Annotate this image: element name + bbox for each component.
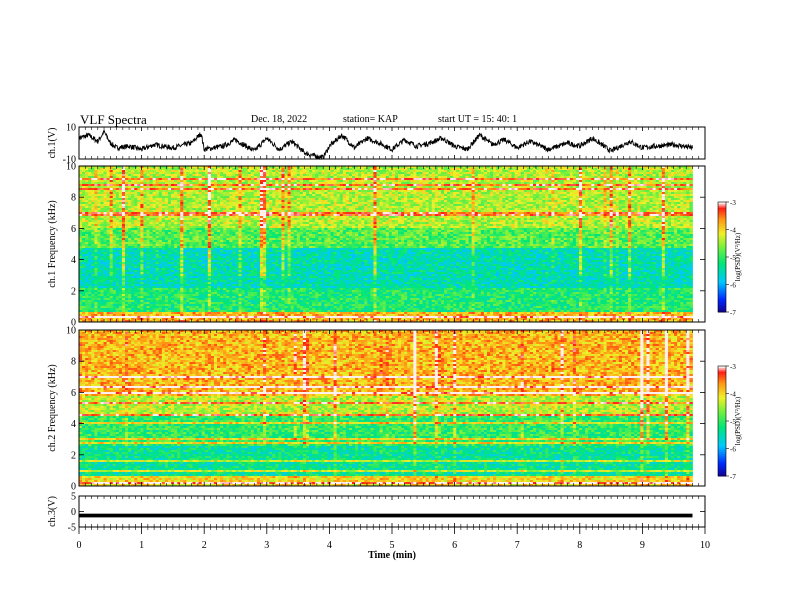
ch1-waveform-panel-frame [79,127,705,159]
y-tick-label: 10 [66,123,76,134]
ch1-trace [79,130,693,159]
vlf-figure: 10-10ch.1(V)0246810ch.1 Frequency (kHz)0… [0,0,792,612]
y-axis-label: ch.1(V) [47,128,58,159]
